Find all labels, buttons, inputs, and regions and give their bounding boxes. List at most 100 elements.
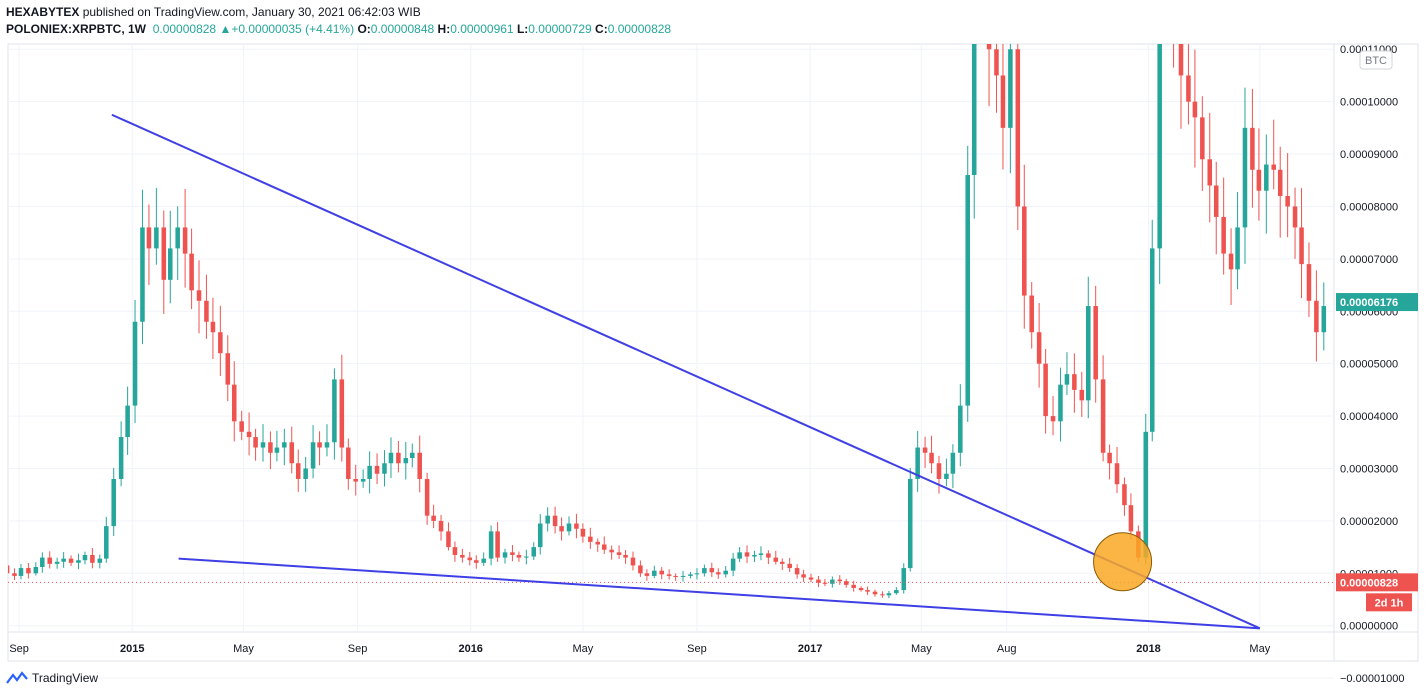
candle-body [76, 560, 81, 563]
open-value: 0.00000848 [370, 22, 435, 36]
candle-body [894, 590, 899, 594]
candle-body [1114, 463, 1120, 485]
chart-frame [7, 43, 1419, 662]
x-tick-label: 2017 [798, 643, 822, 655]
candle-body [481, 558, 486, 563]
candle-body [907, 478, 913, 569]
candle-body [1186, 75, 1191, 102]
x-tick-label: May [911, 643, 932, 655]
candle-body [816, 579, 821, 583]
candle-body [310, 442, 316, 469]
close-label: C: [595, 22, 608, 36]
low-label: L: [516, 22, 529, 36]
candle-body [289, 442, 295, 464]
candle-body [986, 44, 992, 50]
unit-badge [1359, 50, 1393, 70]
unit-badge-label: BTC [1365, 55, 1387, 67]
candle-body [580, 528, 586, 537]
candle-body [950, 452, 956, 474]
candle-body [118, 437, 124, 479]
candle-body [623, 554, 628, 558]
candle-body [566, 523, 572, 532]
candle-body [808, 577, 814, 580]
candle-body [688, 574, 693, 576]
candle-body [111, 478, 116, 527]
candle-body [780, 561, 785, 564]
x-tick-label: May [573, 643, 594, 655]
candle-body [182, 227, 188, 254]
ohlc-legend: POLONIEX:XRPBTC, 1W 0.00000828 ▲+0.00000… [6, 22, 671, 36]
candle-body [638, 565, 643, 574]
candle-body [1292, 206, 1298, 228]
candle-body [922, 447, 928, 453]
candle-body [438, 520, 444, 532]
candle-body [367, 465, 372, 479]
candle-body [132, 321, 138, 406]
close-value: 0.00000828 [607, 22, 672, 36]
candle-body [559, 526, 564, 532]
y-tick-label: 0.00009000 [1340, 149, 1398, 161]
candle-body [1072, 374, 1077, 390]
candle-body [994, 49, 999, 76]
candle-body [702, 568, 707, 574]
symbol-label: POLONIEX:XRPBTC, 1W [6, 22, 147, 36]
candle-body [830, 579, 835, 584]
tradingview-brand: TradingView [32, 671, 99, 685]
candle-body [502, 552, 508, 558]
y-tick-label: 0.00007000 [1340, 254, 1398, 266]
candle-body [730, 558, 736, 571]
x-tick-label: Sep [687, 643, 707, 655]
candle-body [346, 447, 351, 479]
candle-body [90, 554, 95, 563]
candle-body [737, 552, 742, 559]
candle-body [601, 544, 607, 550]
candle-body [652, 570, 657, 576]
candle-body [644, 573, 650, 576]
candle-body [26, 568, 31, 574]
high-value: 0.00000961 [450, 22, 514, 36]
candle-body [516, 554, 522, 558]
x-tick-label: Sep [9, 643, 29, 655]
candle-body [225, 353, 231, 385]
candle-body [253, 437, 258, 448]
candle-body [1015, 49, 1021, 207]
candle-body [1250, 127, 1255, 170]
candle-body [787, 563, 792, 569]
y-tick-label: 0.00004000 [1340, 411, 1398, 423]
countdown-label: 2d 1h [1375, 597, 1404, 609]
candle-body [18, 568, 24, 576]
candle-body [424, 478, 430, 516]
trendline [178, 557, 1260, 630]
candle-body [168, 248, 173, 280]
candle-body [8, 565, 10, 574]
x-tick-label: May [1249, 643, 1270, 655]
up-triangle-icon: ▲ [219, 22, 232, 36]
tradingview-footer: TradingView [6, 671, 98, 685]
published-text: published on TradingView.com, January 30… [82, 5, 421, 19]
candle-body [161, 227, 167, 280]
candle-body [324, 442, 330, 448]
candle-body [1306, 264, 1312, 301]
candle-body [858, 587, 864, 591]
x-tick-label: May [233, 643, 254, 655]
candle-body [531, 547, 537, 557]
candle-body [843, 581, 849, 585]
candle-body [446, 531, 451, 548]
candle-body [1043, 363, 1048, 417]
candle-body [1264, 164, 1269, 191]
candle-body [872, 591, 878, 595]
candle-body [1207, 159, 1213, 186]
candle-body [1228, 253, 1234, 270]
candle-body [1086, 306, 1091, 401]
candle-body [537, 523, 543, 548]
candle-body [744, 552, 750, 557]
candle-body [1299, 227, 1304, 265]
candle-body [851, 584, 856, 588]
candle-body [82, 554, 88, 561]
candle-body [1285, 195, 1290, 207]
candle-body [260, 442, 266, 448]
candle-body [822, 582, 828, 584]
candle-body [1093, 306, 1098, 380]
candle-body [374, 465, 380, 474]
